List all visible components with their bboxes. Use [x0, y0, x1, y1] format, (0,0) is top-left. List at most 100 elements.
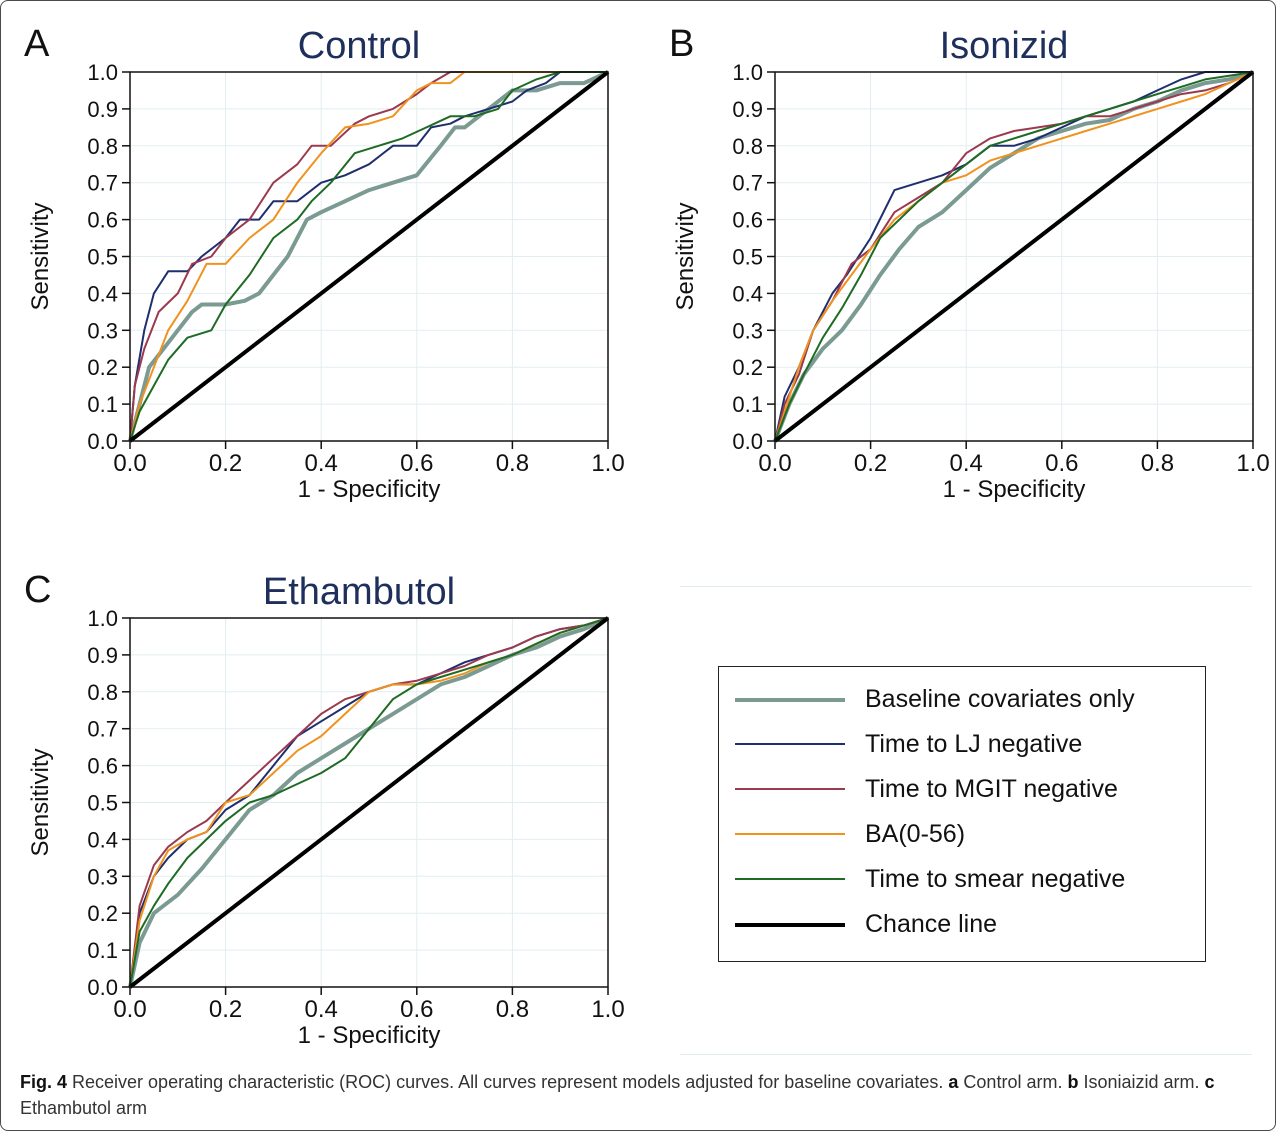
- legend-swatch: [735, 788, 845, 790]
- roc-chart-isonizid: B Isonizid 0.0 0.1 0.2 0.3 0.4 0.5 0.6 0.7 0.8 0.9 1…: [669, 23, 1270, 503]
- y-tick-label: 0.9: [732, 97, 763, 122]
- legend-label: Time to smear negative: [865, 865, 1126, 893]
- x-tick-label: 0.2: [209, 450, 242, 477]
- legend: Baseline covariates only Time to LJ negat…: [718, 666, 1206, 962]
- y-tick-label: 0.6: [87, 754, 118, 779]
- y-tick-label: 0.1: [87, 938, 118, 963]
- y-tick-label: 0.5: [87, 245, 118, 270]
- series-line-chance-line: [773, 70, 1255, 443]
- x-tick-label: 0.0: [113, 450, 146, 477]
- y-tick-label: 0.7: [87, 717, 118, 742]
- series-line-time-to-mgit-negative: [129, 617, 609, 988]
- y-tick-label: 0.4: [732, 281, 763, 306]
- legend-label: Baseline covariates only: [865, 685, 1135, 713]
- caption-c-text: Ethambutol arm: [20, 1098, 148, 1118]
- y-tick-label: 0.4: [87, 827, 118, 852]
- x-tick-label: 0.6: [400, 996, 433, 1023]
- x-tick-label: 0.8: [496, 996, 529, 1023]
- x-tick-label: 0.0: [758, 450, 791, 477]
- series-line-baseline-covariates-only: [773, 70, 1254, 442]
- x-tick-label: 0.4: [305, 996, 338, 1023]
- y-tick-label: 0.9: [87, 97, 118, 122]
- x-axis-label: 1 - Specificity: [298, 476, 441, 503]
- roc-chart-control: A Control 0.0 0.1 0.2 0.3 0.4 0.5 0.6 0.7 0.8 0.9 1.…: [24, 23, 625, 503]
- series-line-time-to-smear-negative: [129, 617, 609, 988]
- legend-item: Chance line: [719, 904, 1205, 948]
- legend-swatch: [735, 923, 845, 927]
- caption-b-label: b: [1067, 1072, 1079, 1092]
- divider-top: [680, 586, 1252, 587]
- y-tick-label: 0.0: [87, 975, 118, 1000]
- x-tick-label: 1.0: [591, 450, 624, 477]
- y-tick-label: 0.8: [732, 134, 763, 159]
- legend-swatch: [735, 698, 845, 702]
- series-line-time-to-smear-negative: [774, 71, 1254, 442]
- y-axis-label: Sensitivity: [27, 748, 54, 856]
- y-tick-label: 1.0: [732, 60, 763, 85]
- y-axis-label: Sensitivity: [27, 202, 54, 310]
- y-tick-label: 0.2: [87, 355, 118, 380]
- caption-c-label: c: [1204, 1072, 1215, 1092]
- legend-item: BA(0-56): [719, 814, 1205, 858]
- figure-caption: Fig. 4 Receiver operating characteristic…: [20, 1069, 1264, 1121]
- y-tick-label: 0.3: [87, 318, 118, 343]
- legend-label: Time to LJ negative: [865, 730, 1083, 758]
- x-tick-label: 0.8: [496, 450, 529, 477]
- legend-item: Time to smear negative: [719, 859, 1205, 903]
- caption-a-label: a: [948, 1072, 959, 1092]
- series-line-baseline-covariates-only: [128, 70, 609, 442]
- series-line-time-to-lj-negative: [129, 71, 608, 442]
- y-tick-label: 1.0: [87, 606, 118, 631]
- y-tick-label: 0.6: [732, 208, 763, 233]
- caption-text: Receiver operating characteristic (ROC) …: [67, 1072, 949, 1092]
- panel-c: C Ethambutol 0.0 0.1 0.2 0.3 0.4 0.5 0.6 0.7 0.8 0.…: [20, 562, 640, 1072]
- chart-title: Isonizid: [940, 25, 1069, 67]
- y-axis-label: Sensitivity: [672, 202, 699, 310]
- y-tick-label: 0.7: [732, 171, 763, 196]
- panel-letter: C: [24, 569, 51, 611]
- x-tick-label: 0.2: [854, 450, 887, 477]
- legend-swatch: [735, 743, 845, 745]
- legend-label: Time to MGIT negative: [865, 775, 1118, 803]
- series-line-chance-line: [128, 70, 610, 443]
- y-tick-label: 0.5: [87, 791, 118, 816]
- legend-item: Time to MGIT negative: [719, 769, 1205, 813]
- x-tick-label: 1.0: [591, 996, 624, 1023]
- series-line-time-to-smear-negative: [129, 71, 608, 442]
- series-line-baseline-covariates-only: [128, 616, 609, 988]
- panel-a: A Control 0.0 0.1 0.2 0.3 0.4 0.5 0.6 0.7 0.8 0.9 1.…: [20, 16, 640, 526]
- y-tick-label: 0.8: [87, 680, 118, 705]
- legend-item: Time to LJ negative: [719, 724, 1205, 768]
- x-tick-label: 0.0: [113, 996, 146, 1023]
- x-tick-label: 0.6: [1045, 450, 1078, 477]
- y-tick-label: 0.1: [732, 392, 763, 417]
- legend-item: Baseline covariates only: [719, 679, 1205, 723]
- x-tick-label: 0.4: [305, 450, 338, 477]
- y-tick-label: 0.8: [87, 134, 118, 159]
- x-tick-label: 0.4: [950, 450, 983, 477]
- legend-label: Chance line: [865, 910, 998, 938]
- caption-b-text: Isoniaizid arm.: [1078, 1072, 1205, 1092]
- series-line-ba-0-56: [774, 71, 1254, 442]
- y-tick-label: 0.9: [87, 643, 118, 668]
- y-tick-label: 0.0: [732, 429, 763, 454]
- y-tick-label: 0.1: [87, 392, 118, 417]
- roc-chart-ethambutol: C Ethambutol 0.0 0.1 0.2 0.3 0.4 0.5 0.6 0.7 0.8 0.…: [24, 569, 625, 1049]
- y-tick-label: 0.6: [87, 208, 118, 233]
- panel-letter: A: [24, 23, 50, 65]
- legend-swatch: [735, 833, 845, 835]
- chart-title: Ethambutol: [263, 571, 455, 613]
- x-tick-label: 1.0: [1236, 450, 1269, 477]
- y-tick-label: 0.7: [87, 171, 118, 196]
- caption-figure-label: Fig. 4: [20, 1072, 68, 1092]
- legend-swatch: [735, 878, 845, 880]
- x-tick-label: 0.8: [1141, 450, 1174, 477]
- y-tick-label: 0.2: [87, 901, 118, 926]
- x-tick-label: 0.6: [400, 450, 433, 477]
- y-tick-label: 0.2: [732, 355, 763, 380]
- y-tick-label: 0.0: [87, 429, 118, 454]
- legend-label: BA(0-56): [865, 820, 966, 848]
- panel-letter: B: [669, 23, 694, 65]
- y-tick-label: 1.0: [87, 60, 118, 85]
- x-axis-label: 1 - Specificity: [943, 476, 1086, 503]
